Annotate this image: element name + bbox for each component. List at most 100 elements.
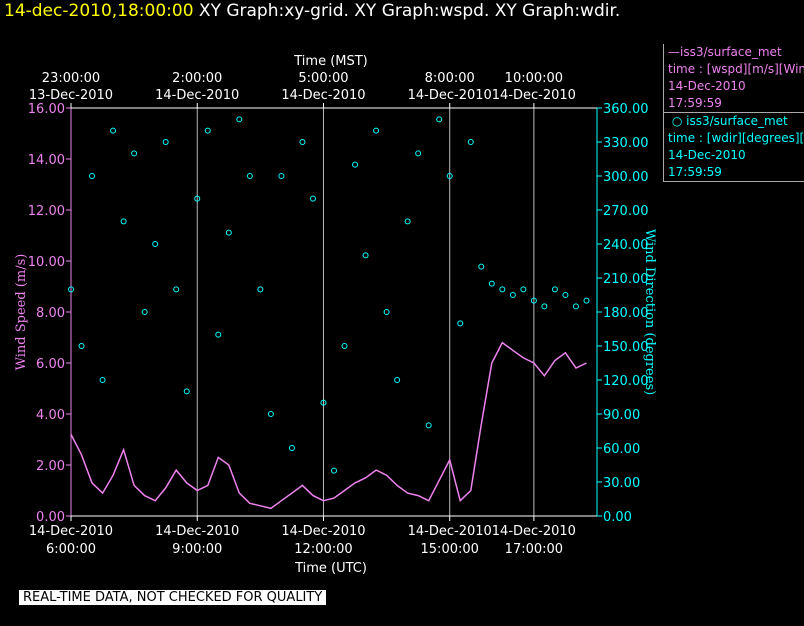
wdir-point xyxy=(246,173,253,179)
y2-tick-label: 330.00 xyxy=(603,136,649,151)
axes xyxy=(66,103,602,521)
y-axis-label: Wind Speed (m/s) xyxy=(14,254,29,371)
wdir-point xyxy=(131,150,138,157)
y2-tick-label: 300.00 xyxy=(603,170,649,185)
wdir-point xyxy=(173,286,180,293)
wdir-point xyxy=(78,343,85,349)
wdir-point xyxy=(352,161,359,168)
x-tick-time: 17:00:00 xyxy=(505,542,563,557)
y2-tick-label: 120.00 xyxy=(603,374,649,389)
wdir-point xyxy=(152,241,159,247)
wdir-point xyxy=(120,218,127,225)
x-tick-time: 15:00:00 xyxy=(421,542,479,557)
quality-warning: REAL-TIME DATA, NOT CHECKED FOR QUALITY xyxy=(19,590,327,605)
wdir-point xyxy=(267,411,274,417)
y2-tick-label: 60.00 xyxy=(603,442,640,457)
x-tick-date: 14-Dec-2010 xyxy=(408,524,492,539)
y2-tick-label: 90.00 xyxy=(603,408,640,423)
wdir-point xyxy=(194,195,201,202)
y2-axis-label: Wind Direction (degrees) xyxy=(642,229,657,395)
wdir-point xyxy=(520,286,527,293)
wdir-point xyxy=(488,280,495,287)
y-tick-label: 8.00 xyxy=(36,306,65,321)
wdir-point xyxy=(257,286,264,293)
legend-wdir-var: time : [wdir][degrees][W xyxy=(668,131,804,145)
legend: —iss3/surface_met time : [wspd][m/s][Win… xyxy=(663,44,804,182)
wdir-point xyxy=(162,139,169,145)
wdir-point xyxy=(467,139,474,145)
top-tick-time: 5:00:00 xyxy=(298,71,348,86)
top-tick-date: 13-Dec-2010 xyxy=(29,88,113,103)
y2-tick-label: 0.00 xyxy=(603,510,632,525)
grid-lines xyxy=(70,108,535,516)
wdir-point xyxy=(551,286,558,293)
y2-tick-label: 360.00 xyxy=(603,102,649,117)
wdir-point xyxy=(530,297,537,304)
top-tick-time: 10:00:00 xyxy=(505,71,563,86)
wdir-point xyxy=(99,377,106,383)
wdir-point xyxy=(572,303,579,310)
wdir-point xyxy=(562,292,569,298)
top-tick-date: 14-Dec-2010 xyxy=(408,88,492,103)
wdir-point xyxy=(457,320,464,327)
legend-wdir-series: ○ iss3/surface_met xyxy=(668,114,788,128)
x-tick-date: 14-Dec-2010 xyxy=(492,524,576,539)
legend-wspd-var: time : [wspd][m/s][Wind xyxy=(668,62,804,76)
y-tick-label: 12.00 xyxy=(28,204,65,219)
top-axis-label: Time (MST) xyxy=(293,54,368,69)
wspd-line xyxy=(70,341,587,510)
top-tick-date: 14-Dec-2010 xyxy=(281,88,365,103)
wdir-point xyxy=(278,173,285,179)
x-tick-date: 14-Dec-2010 xyxy=(29,524,113,539)
wdir-point xyxy=(331,467,337,474)
top-tick-time: 8:00:00 xyxy=(425,71,475,86)
wdir-point xyxy=(499,286,506,293)
wdir-point xyxy=(415,150,422,157)
y2-tick-label: 210.00 xyxy=(603,272,649,287)
y2-tick-label: 240.00 xyxy=(603,238,649,253)
top-tick-date: 14-Dec-2010 xyxy=(155,88,239,103)
graph-titles: XY Graph:xy-grid. XY Graph:wspd. XY Grap… xyxy=(198,1,621,21)
wdir-point xyxy=(225,229,232,236)
y-tick-label: 0.00 xyxy=(36,510,65,525)
legend-wspd-series: —iss3/surface_met xyxy=(668,45,782,59)
y-tick-label: 16.00 xyxy=(28,102,65,117)
legend-wspd-date: 14-Dec-2010 xyxy=(668,79,746,93)
wdir-series xyxy=(68,116,590,474)
legend-wspd: —iss3/surface_met time : [wspd][m/s][Win… xyxy=(663,44,804,113)
wdir-point xyxy=(68,286,74,293)
top-tick-time: 23:00:00 xyxy=(42,71,100,86)
wdir-point xyxy=(436,116,443,123)
wdir-point xyxy=(478,263,485,270)
wspd-series xyxy=(70,341,587,510)
y-tick-label: 10.00 xyxy=(28,255,65,270)
legend-wdir-date: 14-Dec-2010 xyxy=(668,148,746,162)
y2-tick-label: 150.00 xyxy=(603,340,649,355)
wdir-point xyxy=(110,127,117,134)
wdir-point xyxy=(141,309,148,315)
wdir-point xyxy=(309,195,316,202)
legend-wspd-time: 17:59:59 xyxy=(668,96,722,110)
x-tick-date: 14-Dec-2010 xyxy=(281,524,365,539)
wdir-point xyxy=(89,173,96,179)
timestamp: 14-dec-2010,18:00:00 xyxy=(4,1,194,21)
wdir-point xyxy=(299,139,306,145)
wdir-point xyxy=(341,343,348,349)
wdir-point xyxy=(215,331,222,338)
x-tick-time: 12:00:00 xyxy=(294,542,352,557)
x-tick-time: 9:00:00 xyxy=(172,542,222,557)
wdir-point xyxy=(236,116,243,123)
wdir-point xyxy=(204,127,211,134)
wdir-point xyxy=(373,127,380,134)
legend-wdir: ○ iss3/surface_met time : [wdir][degrees… xyxy=(663,113,804,182)
wdir-point xyxy=(541,303,548,310)
wdir-point xyxy=(404,218,411,225)
wdir-point xyxy=(183,388,190,395)
y2-tick-label: 30.00 xyxy=(603,476,640,491)
top-tick-time: 2:00:00 xyxy=(172,71,222,86)
x-tick-date: 14-Dec-2010 xyxy=(155,524,239,539)
wdir-point xyxy=(320,399,327,406)
y-tick-label: 2.00 xyxy=(36,459,65,474)
wdir-point xyxy=(446,173,453,179)
